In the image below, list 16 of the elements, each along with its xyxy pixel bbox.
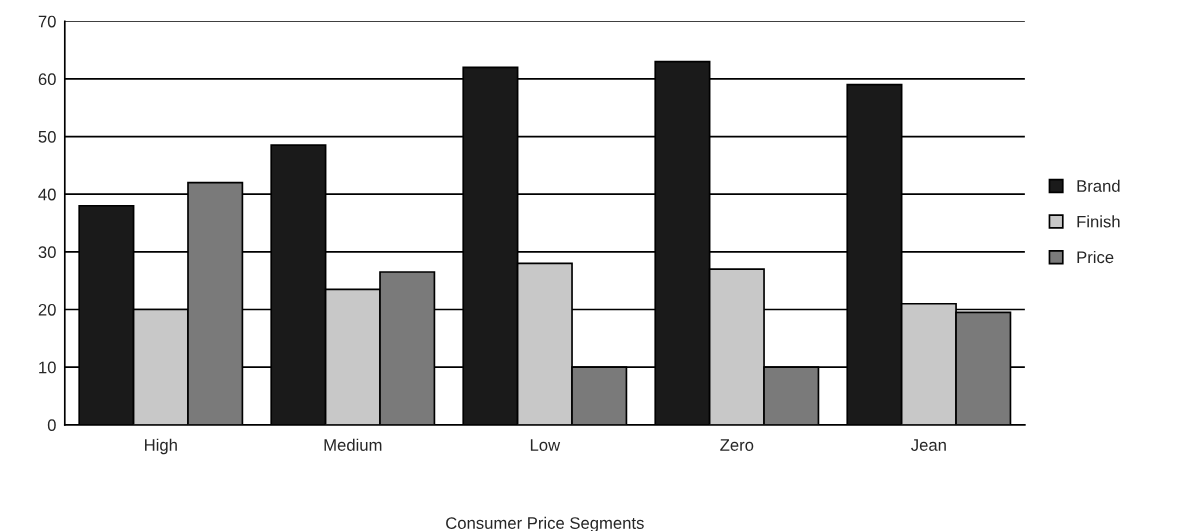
x-tick-label: Jean — [911, 439, 946, 451]
legend-label: Price — [1077, 250, 1114, 264]
y-tick-label: 70 — [38, 15, 56, 28]
y-tick-label: 60 — [38, 73, 56, 86]
x-tick-label: High — [145, 438, 177, 455]
y-tick-label: 0 — [47, 419, 56, 431]
x-tick-label: Low — [530, 439, 561, 451]
legend-label: Brand — [1077, 179, 1120, 192]
x-tick-label: Zero — [720, 439, 754, 451]
y-tick-label: 50 — [38, 130, 56, 143]
y-tick-label: 30 — [38, 246, 56, 259]
legend-label: Finish — [1077, 215, 1120, 228]
y-tick-label: 10 — [39, 361, 56, 374]
y-tick-label: 20 — [38, 303, 56, 316]
y-tick-label: 40 — [38, 188, 56, 201]
x-tick-label: Medium — [324, 438, 382, 451]
